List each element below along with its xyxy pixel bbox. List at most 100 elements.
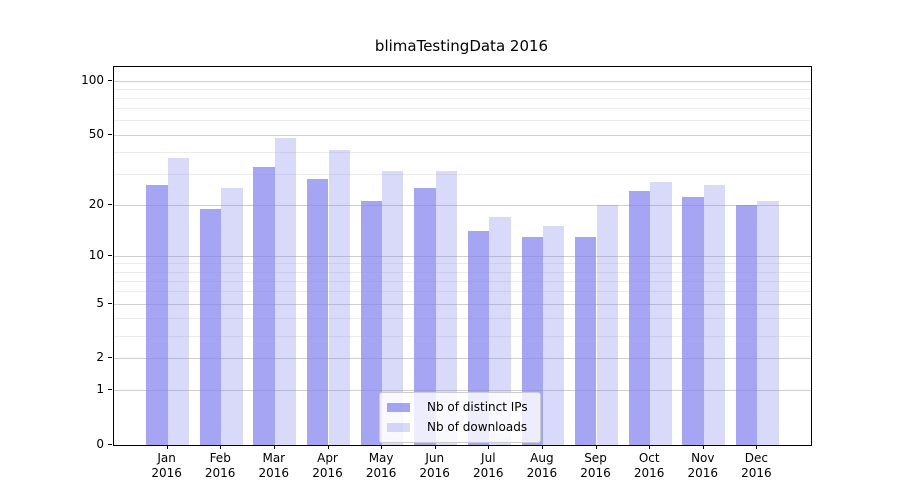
x-tick-label-oct: Oct 2016 — [619, 451, 679, 481]
x-tick-year: 2016 — [473, 466, 504, 480]
bar-distinct-ips — [307, 179, 329, 445]
x-tick-label-jun: Jun 2016 — [405, 451, 465, 481]
x-tick-label-aug: Aug 2016 — [512, 451, 572, 481]
grid-line-major — [114, 80, 811, 82]
y-tick-mark — [108, 389, 112, 391]
grid-line-minor — [114, 120, 811, 122]
bar-downloads — [757, 200, 779, 445]
x-tick-label-mar: Mar 2016 — [244, 451, 304, 481]
x-tick-mark — [649, 445, 651, 449]
x-tick-mark — [327, 445, 329, 449]
grid-line-major — [114, 255, 811, 257]
x-tick-year: 2016 — [312, 466, 343, 480]
x-tick-month: Jan — [157, 451, 176, 465]
y-tick-mark — [108, 133, 112, 135]
x-tick-mark — [166, 445, 168, 449]
bar-downloads — [274, 137, 297, 445]
grid-line-minor — [114, 263, 811, 265]
x-tick-year: 2016 — [365, 466, 397, 480]
bar-distinct-ips — [360, 200, 382, 445]
grid-line-minor — [114, 335, 811, 337]
y-tick-mark — [108, 203, 112, 205]
x-tick-mark — [381, 445, 383, 449]
bar-downloads — [435, 171, 458, 445]
bar-distinct-ips — [682, 197, 704, 445]
y-tick-mark — [108, 79, 112, 81]
grid-line-minor — [114, 88, 811, 90]
x-tick-year: 2016 — [204, 466, 236, 480]
x-tick-year: 2016 — [151, 466, 182, 480]
x-tick-year: 2016 — [258, 466, 290, 480]
chart-title: blimaTestingData 2016 — [374, 37, 549, 55]
x-tick-label-sep: Sep 2016 — [566, 451, 626, 481]
legend: Nb of distinct IPs Nb of downloads — [379, 392, 541, 443]
legend-label-downloads: Nb of downloads — [427, 420, 528, 434]
bar-distinct-ips — [414, 187, 436, 445]
legend-swatch-downloads — [387, 422, 410, 432]
bar-downloads — [650, 181, 672, 445]
bar-distinct-ips — [628, 190, 651, 445]
x-tick-year: 2016 — [687, 466, 719, 480]
x-tick-year: 2016 — [419, 466, 450, 480]
x-tick-year: 2016 — [633, 466, 665, 480]
x-tick-label-apr: Apr 2016 — [298, 451, 358, 481]
y-tick-label: 100 — [81, 72, 104, 87]
x-tick-month: Jun — [425, 451, 445, 465]
x-tick-mark — [488, 445, 490, 449]
x-tick-year: 2016 — [580, 466, 611, 480]
x-tick-month: Sep — [584, 451, 607, 465]
x-tick-label-dec: Dec 2016 — [726, 451, 786, 481]
bar-downloads — [328, 149, 350, 445]
y-tick-label: 1 — [96, 382, 104, 397]
grid-line-major — [114, 303, 811, 305]
x-tick-month: Oct — [638, 451, 660, 465]
grid-line-minor — [114, 151, 811, 153]
x-tick-month: Feb — [209, 451, 231, 465]
y-tick-mark — [108, 444, 112, 445]
y-tick-label: 2 — [96, 350, 104, 365]
x-tick-label-jan: Jan 2016 — [137, 451, 197, 481]
grid-line-minor — [114, 317, 811, 319]
y-tick-mark — [108, 254, 112, 256]
grid-line-major — [114, 204, 811, 206]
x-tick-month: May — [368, 451, 394, 465]
x-tick-month: Nov — [691, 451, 715, 465]
bar-downloads — [221, 187, 243, 445]
grid-line-major — [114, 134, 811, 136]
grid-line-minor — [114, 108, 811, 110]
x-tick-mark — [702, 445, 704, 449]
legend-swatch-distinct-ips — [387, 402, 410, 412]
x-tick-year: 2016 — [741, 466, 772, 480]
legend-label-distinct-ips: Nb of distinct IPs — [427, 400, 528, 414]
bar-downloads — [167, 157, 189, 445]
x-tick-mark — [541, 445, 543, 449]
grid-line-minor — [114, 280, 811, 282]
y-tick-label: 10 — [88, 247, 104, 262]
legend-item-downloads: Nb of downloads — [387, 417, 528, 437]
bar-distinct-ips — [146, 184, 168, 445]
y-tick-mark — [108, 302, 112, 304]
bar-distinct-ips — [467, 231, 490, 445]
x-tick-mark — [273, 445, 275, 449]
x-tick-mark — [595, 445, 597, 449]
plot-area: Nb of distinct IPs Nb of downloads — [113, 66, 812, 446]
y-tick-label: 0 — [96, 437, 104, 451]
bar-distinct-ips — [575, 236, 597, 445]
x-tick-year: 2016 — [526, 466, 558, 480]
x-tick-mark — [434, 445, 436, 449]
bar-downloads — [382, 171, 404, 445]
legend-item-distinct-ips: Nb of distinct IPs — [387, 397, 528, 417]
x-tick-label-jul: Jul 2016 — [458, 451, 518, 481]
grid-line-minor — [114, 271, 811, 273]
grid-line-major — [114, 358, 811, 360]
bar-downloads — [596, 204, 618, 445]
x-tick-mark — [756, 445, 758, 449]
bar-distinct-ips — [253, 166, 275, 445]
bar-downloads — [489, 216, 511, 445]
grid-line-major — [114, 390, 811, 392]
bar-distinct-ips — [735, 204, 758, 445]
bar-downloads — [542, 226, 565, 445]
y-tick-label: 5 — [96, 295, 104, 310]
grid-line-minor — [114, 98, 811, 99]
bar-downloads — [703, 184, 726, 445]
